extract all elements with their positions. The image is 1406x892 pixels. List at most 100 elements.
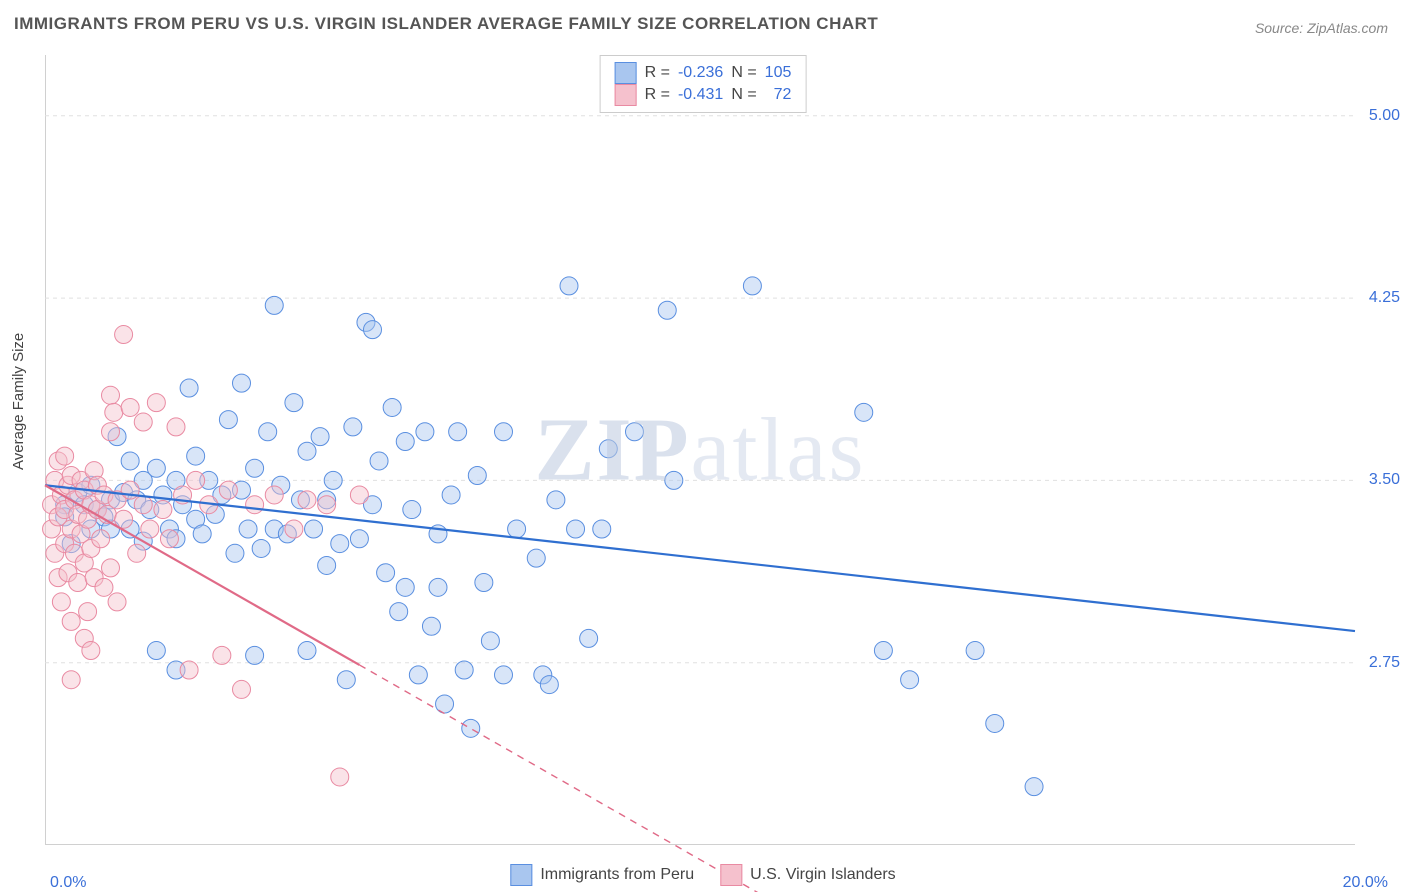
scatter-point <box>134 413 152 431</box>
scatter-point <box>219 411 237 429</box>
scatter-point <box>495 423 513 441</box>
scatter-point <box>239 520 257 538</box>
stats-row: R =-0.431 N = 72 <box>615 84 792 106</box>
scatter-point <box>560 277 578 295</box>
legend-label: Immigrants from Peru <box>540 866 694 884</box>
scatter-point <box>390 603 408 621</box>
plot-svg <box>45 55 1355 845</box>
scatter-point <box>180 379 198 397</box>
stat-key: N = <box>731 64 756 82</box>
scatter-point <box>377 564 395 582</box>
scatter-point <box>121 398 139 416</box>
scatter-point <box>121 452 139 470</box>
scatter-point <box>527 549 545 567</box>
scatter-point <box>298 642 316 660</box>
scatter-point <box>567 520 585 538</box>
scatter-point <box>468 467 486 485</box>
scatter-point <box>82 642 100 660</box>
scatter-point <box>298 442 316 460</box>
scatter-point <box>69 573 87 591</box>
scatter-point <box>986 714 1004 732</box>
scatter-point <box>966 642 984 660</box>
scatter-point <box>52 593 70 611</box>
scatter-point <box>599 440 617 458</box>
scatter-point <box>265 296 283 314</box>
scatter-point <box>331 768 349 786</box>
scatter-point <box>344 418 362 436</box>
scatter-point <box>855 403 873 421</box>
scatter-point <box>92 530 110 548</box>
scatter-point <box>56 447 74 465</box>
scatter-point <box>350 486 368 504</box>
scatter-point <box>449 423 467 441</box>
legend-item: U.S. Virgin Islanders <box>720 864 896 886</box>
scatter-point <box>147 642 165 660</box>
scatter-point <box>436 695 454 713</box>
scatter-point <box>370 452 388 470</box>
scatter-point <box>102 423 120 441</box>
scatter-point <box>626 423 644 441</box>
chart-title: IMMIGRANTS FROM PERU VS U.S. VIRGIN ISLA… <box>14 14 878 34</box>
scatter-point <box>416 423 434 441</box>
bottom-legend: Immigrants from Peru U.S. Virgin Islander… <box>510 864 895 886</box>
scatter-point <box>154 501 172 519</box>
scatter-point <box>134 496 152 514</box>
scatter-point <box>233 374 251 392</box>
scatter-point <box>324 471 342 489</box>
scatter-point <box>193 525 211 543</box>
stats-legend-box: R = -0.236 N = 105 R =-0.431 N = 72 <box>600 55 807 113</box>
scatter-point <box>141 520 159 538</box>
y-tick-label: 5.00 <box>1369 107 1400 125</box>
scatter-point <box>160 530 178 548</box>
scatter-point <box>481 632 499 650</box>
legend-swatch <box>615 84 637 106</box>
scatter-point <box>396 578 414 596</box>
scatter-point <box>108 593 126 611</box>
legend-swatch <box>510 864 532 886</box>
scatter-point <box>318 496 336 514</box>
scatter-point <box>364 321 382 339</box>
scatter-point <box>226 544 244 562</box>
scatter-point <box>396 432 414 450</box>
scatter-point <box>455 661 473 679</box>
scatter-point <box>311 428 329 446</box>
scatter-point <box>383 398 401 416</box>
scatter-point <box>265 486 283 504</box>
plot-area: ZIPatlas <box>45 55 1355 845</box>
scatter-point <box>462 719 480 737</box>
scatter-point <box>495 666 513 684</box>
scatter-point <box>102 559 120 577</box>
stats-row: R =-0.236 N =105 <box>615 62 792 84</box>
scatter-point <box>167 418 185 436</box>
scatter-point <box>1025 778 1043 796</box>
scatter-point <box>540 676 558 694</box>
scatter-point <box>285 394 303 412</box>
scatter-point <box>305 520 323 538</box>
x-axis-max-label: 20.0% <box>1343 874 1388 892</box>
scatter-point <box>337 671 355 689</box>
scatter-point <box>79 603 97 621</box>
x-axis-min-label: 0.0% <box>50 874 86 892</box>
scatter-point <box>475 573 493 591</box>
scatter-point <box>658 301 676 319</box>
scatter-point <box>115 326 133 344</box>
y-tick-label: 2.75 <box>1369 654 1400 672</box>
legend-item: Immigrants from Peru <box>510 864 694 886</box>
legend-swatch <box>615 62 637 84</box>
stat-n-value: 105 <box>765 64 792 82</box>
scatter-point <box>246 459 264 477</box>
stat-key: R = <box>645 86 670 104</box>
scatter-point <box>547 491 565 509</box>
stat-r-value: -0.236 <box>678 64 723 82</box>
scatter-point <box>593 520 611 538</box>
scatter-point <box>233 680 251 698</box>
scatter-point <box>95 578 113 596</box>
scatter-point <box>874 642 892 660</box>
stat-key: N = <box>731 86 756 104</box>
scatter-point <box>580 629 598 647</box>
scatter-point <box>442 486 460 504</box>
scatter-point <box>901 671 919 689</box>
scatter-point <box>187 447 205 465</box>
regression-line-extrapolated <box>359 665 1355 892</box>
y-tick-label: 3.50 <box>1369 471 1400 489</box>
